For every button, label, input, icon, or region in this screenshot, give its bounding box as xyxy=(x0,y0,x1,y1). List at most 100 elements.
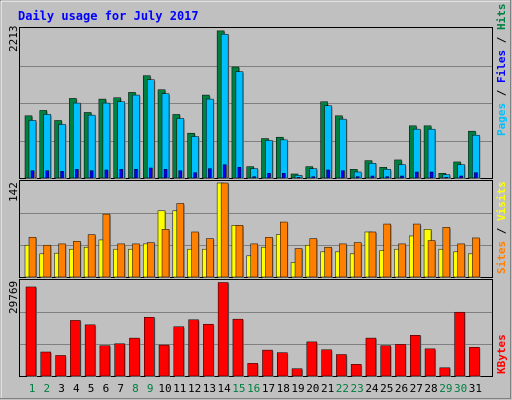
bar-pages xyxy=(459,175,463,179)
bar-visits xyxy=(339,243,347,278)
bar-visits xyxy=(102,213,111,278)
bar-kbytes xyxy=(410,335,421,377)
bar-pages xyxy=(30,170,35,179)
bar-visits xyxy=(132,243,140,278)
bar-pages xyxy=(222,164,227,179)
x-tick-label: 4 xyxy=(73,382,80,395)
legend-separator-3: / xyxy=(495,221,508,241)
bar-kbytes xyxy=(188,319,199,377)
legend-hits: Hits xyxy=(495,4,508,31)
bar-kbytes xyxy=(336,354,347,377)
bar-visits xyxy=(265,237,273,278)
bar-pages xyxy=(252,176,256,179)
bar-files xyxy=(43,114,52,179)
x-tick-label: 21 xyxy=(321,382,334,395)
bar-visits xyxy=(117,243,125,278)
bar-kbytes xyxy=(395,344,406,377)
bar-pages xyxy=(104,169,109,179)
bar-visits xyxy=(413,223,421,278)
bar-visits xyxy=(383,223,391,278)
bar-pages xyxy=(237,167,242,179)
x-tick-label: 15 xyxy=(232,382,245,395)
bar-files xyxy=(117,101,125,179)
bar-pages xyxy=(267,173,271,179)
x-tick-label: 17 xyxy=(262,382,275,395)
bar-pages-shadow xyxy=(357,177,361,179)
bar-pages xyxy=(282,173,286,179)
bar-files xyxy=(87,114,96,179)
x-tick-label: 3 xyxy=(58,382,65,395)
legend-pages: Pages xyxy=(495,103,508,136)
legend-kbytes: KBytes xyxy=(495,334,508,374)
bar-pages xyxy=(60,171,64,179)
bar-visits xyxy=(161,229,170,278)
bar-kbytes xyxy=(70,320,81,377)
bar-kbytes xyxy=(277,352,288,377)
bar-visits xyxy=(353,242,362,278)
bar-kbytes xyxy=(203,323,214,377)
bar-files xyxy=(132,94,140,179)
x-tick-label: 22 xyxy=(336,382,349,395)
x-tick-label: 11 xyxy=(173,382,186,395)
bar-pages xyxy=(341,170,345,179)
x-tick-label: 7 xyxy=(117,382,124,395)
bar-pages xyxy=(400,175,404,179)
bar-files xyxy=(146,79,155,179)
x-tick-label: 12 xyxy=(188,382,201,395)
bar-kbytes xyxy=(217,282,229,377)
legend-bottom: KBytes xyxy=(495,334,508,374)
bar-visits xyxy=(43,244,52,278)
bar-files xyxy=(73,102,81,179)
bar-kbytes xyxy=(55,355,66,377)
bar-files xyxy=(220,33,229,179)
bar-files xyxy=(161,93,170,179)
x-tick-label: 2 xyxy=(43,382,50,395)
bar-kbytes xyxy=(40,351,52,377)
bar-pages-shadow xyxy=(445,178,449,179)
x-tick-label: 26 xyxy=(395,382,408,395)
x-tick-label: 25 xyxy=(380,382,393,395)
legend-visits: Visits xyxy=(495,181,508,221)
bar-visits xyxy=(250,243,258,278)
x-tick-label: 6 xyxy=(103,382,110,395)
bar-visits xyxy=(28,237,37,278)
bar-pages xyxy=(163,169,168,179)
bar-files xyxy=(339,118,347,179)
x-tick-label: 5 xyxy=(88,382,95,395)
bar-pages xyxy=(474,172,478,179)
bar-pages xyxy=(119,169,123,179)
bar-pages xyxy=(148,167,153,179)
bar-files xyxy=(235,71,244,179)
legend-separator-2: / xyxy=(495,30,508,50)
bar-kbytes xyxy=(84,324,96,377)
bar-kbytes xyxy=(365,337,377,377)
bar-files xyxy=(58,124,66,179)
bar-visits xyxy=(280,221,288,278)
bar-visits xyxy=(457,243,465,278)
bar-pages xyxy=(45,170,50,179)
bar-files xyxy=(280,139,288,179)
bar-pages xyxy=(444,177,449,179)
bar-visits xyxy=(146,242,155,278)
bar-kbytes xyxy=(247,363,258,377)
x-tick-label: 24 xyxy=(365,382,379,395)
bar-visits xyxy=(176,203,185,278)
bar-files xyxy=(102,102,111,179)
x-tick-label: 1 xyxy=(29,382,36,395)
bar-kbytes xyxy=(99,345,111,377)
x-tick-label: 13 xyxy=(203,382,216,395)
bar-visits xyxy=(427,240,436,278)
x-tick-label: 10 xyxy=(158,382,171,395)
bar-visits xyxy=(442,227,451,278)
bar-kbytes xyxy=(232,318,244,377)
bar-kbytes xyxy=(173,326,185,377)
x-tick-label: 20 xyxy=(306,382,319,395)
bar-visits xyxy=(87,234,96,278)
bar-files xyxy=(413,128,421,179)
bar-pages-shadow xyxy=(253,177,257,179)
bar-kbytes xyxy=(262,349,273,377)
x-tick-label: 14 xyxy=(218,382,232,395)
legend-top: Pages / Files / Hits xyxy=(495,4,508,137)
bar-pages xyxy=(193,172,197,179)
bar-kbytes xyxy=(350,364,362,377)
